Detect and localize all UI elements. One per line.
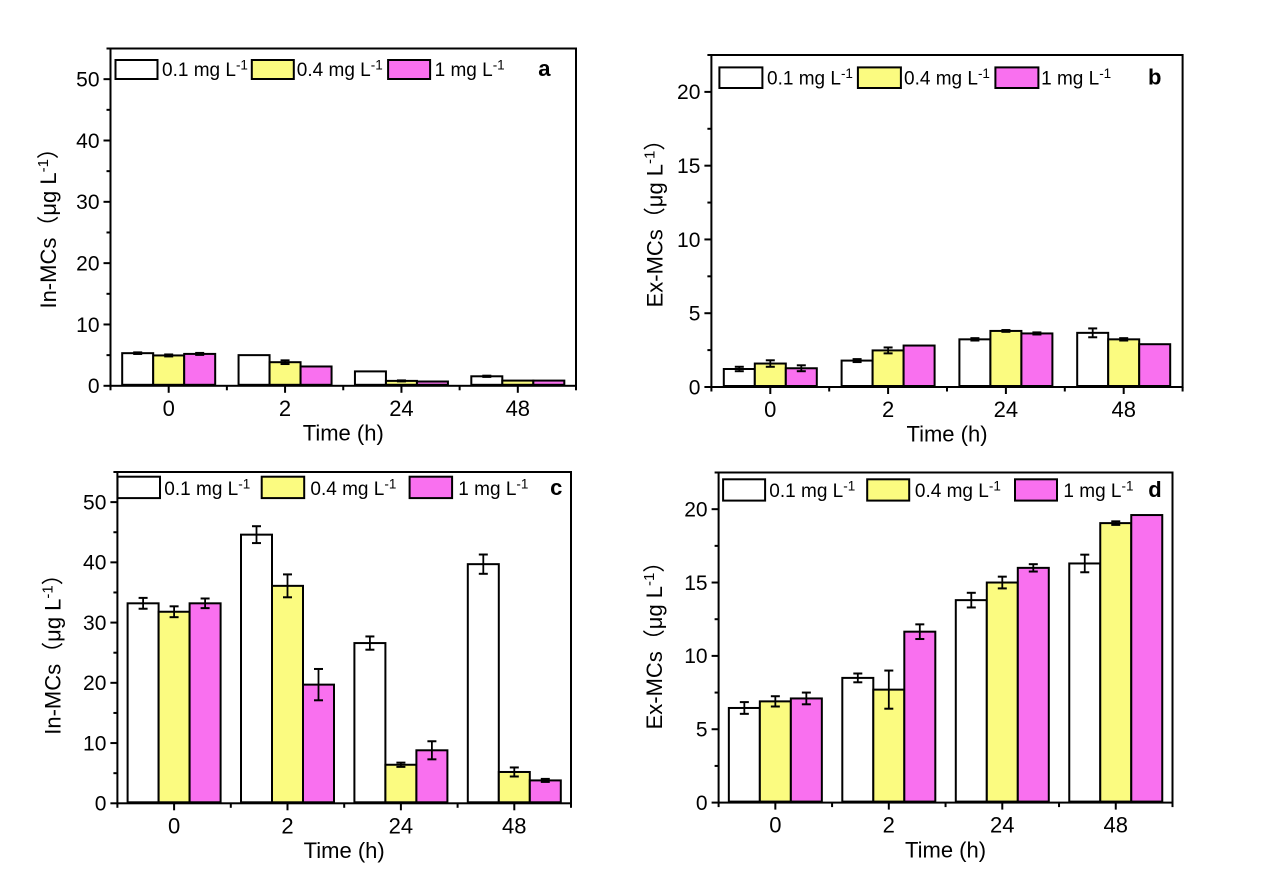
svg-text:48: 48 — [1111, 397, 1135, 422]
svg-text:10: 10 — [677, 229, 700, 252]
svg-text:Time (h): Time (h) — [905, 837, 986, 862]
svg-text:0: 0 — [769, 813, 781, 838]
svg-text:0.4 mg L-1: 0.4 mg L-1 — [297, 58, 383, 82]
svg-text:Ex-MCs（μg L-1）: Ex-MCs（μg L-1） — [642, 129, 668, 308]
svg-text:30: 30 — [76, 191, 99, 214]
svg-text:Time (h): Time (h) — [304, 838, 385, 863]
svg-text:15: 15 — [684, 572, 707, 595]
svg-text:48: 48 — [1104, 813, 1128, 838]
svg-text:0: 0 — [88, 375, 100, 398]
svg-text:10: 10 — [684, 645, 707, 668]
svg-text:1 mg L-1: 1 mg L-1 — [435, 58, 505, 82]
svg-text:1 mg L-1: 1 mg L-1 — [458, 477, 528, 501]
svg-text:0: 0 — [696, 792, 708, 815]
svg-text:20: 20 — [677, 81, 700, 104]
svg-text:30: 30 — [83, 612, 106, 635]
svg-text:24: 24 — [994, 397, 1018, 422]
svg-text:48: 48 — [506, 396, 530, 421]
svg-text:10: 10 — [83, 732, 106, 755]
svg-text:5: 5 — [689, 303, 701, 326]
svg-text:24: 24 — [389, 396, 413, 421]
svg-text:2: 2 — [883, 813, 895, 838]
svg-text:0.4 mg L-1: 0.4 mg L-1 — [904, 66, 990, 90]
svg-text:0.1 mg L-1: 0.1 mg L-1 — [164, 477, 250, 501]
svg-text:0: 0 — [163, 396, 175, 421]
svg-text:Time (h): Time (h) — [303, 421, 384, 446]
svg-text:In-MCs（μg L-1）: In-MCs（μg L-1） — [40, 563, 66, 735]
svg-text:10: 10 — [76, 314, 99, 337]
svg-text:In-MCs（μg L-1）: In-MCs（μg L-1） — [35, 137, 61, 309]
svg-text:15: 15 — [677, 155, 700, 178]
svg-text:1 mg L-1: 1 mg L-1 — [1041, 66, 1111, 90]
svg-text:0.1 mg L-1: 0.1 mg L-1 — [162, 58, 248, 82]
svg-text:0: 0 — [95, 793, 107, 816]
svg-text:b: b — [1148, 65, 1161, 90]
svg-text:d: d — [1148, 477, 1161, 502]
svg-text:0.4 mg L-1: 0.4 mg L-1 — [915, 479, 1001, 503]
svg-text:24: 24 — [990, 813, 1014, 838]
svg-text:24: 24 — [389, 813, 413, 838]
svg-text:c: c — [550, 475, 562, 500]
svg-text:2: 2 — [279, 396, 291, 421]
svg-text:0: 0 — [689, 376, 701, 399]
svg-text:50: 50 — [83, 491, 106, 514]
svg-text:1 mg L-1: 1 mg L-1 — [1063, 479, 1133, 503]
svg-text:Time (h): Time (h) — [906, 422, 987, 447]
svg-text:a: a — [538, 56, 551, 81]
svg-text:2: 2 — [882, 397, 894, 422]
svg-text:0.1 mg L-1: 0.1 mg L-1 — [767, 66, 853, 90]
svg-text:0.1 mg L-1: 0.1 mg L-1 — [769, 479, 855, 503]
svg-text:20: 20 — [76, 253, 99, 276]
svg-text:5: 5 — [696, 719, 708, 742]
svg-text:2: 2 — [281, 813, 293, 838]
svg-text:0.4 mg L-1: 0.4 mg L-1 — [310, 477, 396, 501]
svg-text:20: 20 — [684, 499, 707, 522]
svg-text:0: 0 — [764, 397, 776, 422]
svg-text:0: 0 — [168, 813, 180, 838]
svg-text:50: 50 — [76, 69, 99, 92]
svg-text:48: 48 — [502, 813, 526, 838]
svg-text:40: 40 — [76, 130, 99, 153]
svg-text:40: 40 — [83, 552, 106, 575]
svg-text:20: 20 — [83, 672, 106, 695]
